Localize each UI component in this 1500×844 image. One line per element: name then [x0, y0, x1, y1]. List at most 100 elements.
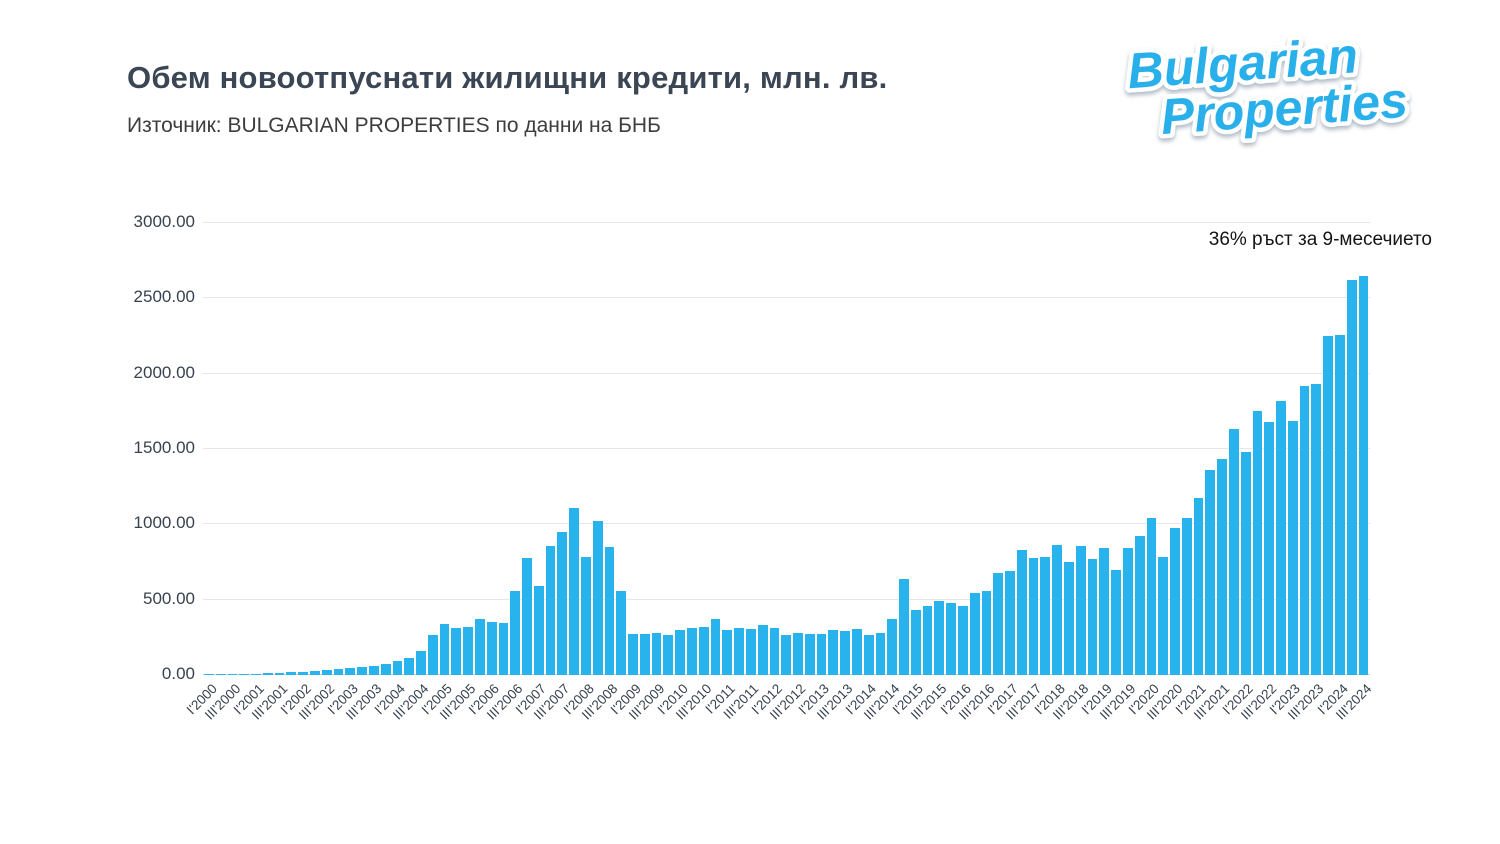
bar-slot [309, 223, 321, 675]
bar [993, 572, 1004, 675]
bar-slot [615, 223, 627, 675]
bar-slot: III'2010 [673, 223, 714, 723]
bar-slot [969, 223, 981, 675]
bar-slot [1228, 223, 1240, 675]
bar [286, 672, 297, 675]
bar-slot: I'2020 [1126, 223, 1162, 717]
bar-slot [1204, 223, 1216, 675]
bar-slot: III'2022 [1238, 223, 1280, 723]
bar [687, 628, 697, 675]
bar-slot [1063, 223, 1075, 675]
bar-slot [662, 223, 674, 675]
bar [262, 673, 273, 675]
bar-slot [992, 223, 1004, 675]
bar-slot [757, 223, 769, 675]
bar [557, 531, 568, 675]
y-tick-label: 2500.00 [133, 287, 195, 307]
bar-slot [780, 223, 792, 675]
bar-slot: III'2018 [1050, 223, 1091, 723]
bar [1134, 536, 1145, 675]
bar [1064, 562, 1074, 675]
bar-slot: I'2012 [749, 223, 785, 717]
bar [863, 635, 874, 675]
y-axis: 0.00 500.00 1000.00 1500.00 2000.00 2500.00 30… [0, 212, 195, 683]
bar [1087, 559, 1098, 675]
bar [922, 606, 933, 675]
bar [1146, 518, 1157, 675]
bar-slot [1346, 223, 1358, 675]
page-title: Обем новоотпуснати жилищни кредити, млн.… [127, 60, 888, 95]
bar-slot: III'2017 [1003, 223, 1044, 723]
bar-slot: I'2004 [372, 223, 408, 717]
bar-slot: III'2023 [1285, 223, 1327, 723]
bar [1264, 421, 1275, 675]
bar [392, 661, 403, 675]
bar [663, 635, 674, 675]
bar [1170, 528, 1180, 675]
bar [498, 623, 509, 675]
bar [769, 628, 780, 675]
bar-slot: III'2015 [908, 223, 950, 723]
bar-slot: I'2008 [560, 223, 596, 717]
bar [851, 629, 862, 675]
bar-slot: I'2019 [1079, 223, 1115, 717]
bar-slot [898, 223, 910, 675]
bar-slot [333, 223, 345, 675]
bar [604, 546, 615, 675]
bar [545, 546, 556, 675]
growth-annotation: 36% ръст за 9-месечието [1208, 229, 1432, 250]
bar-slot: I'2023 [1267, 223, 1303, 717]
bar-slot: I'2016 [937, 223, 973, 717]
bar-slot: III'2007 [531, 223, 573, 723]
bar [946, 602, 956, 675]
bar [628, 634, 638, 675]
bar-slot [1275, 223, 1287, 675]
bar [215, 674, 226, 675]
bar-slot [380, 223, 392, 675]
bar [510, 590, 521, 675]
bar-slot: III'2009 [626, 223, 667, 723]
bar-slot: III'2012 [767, 223, 809, 723]
bar [804, 633, 815, 675]
bar-slot: I'2007 [513, 223, 549, 717]
plot-area: I'2000 III'2000 I'2001 III'2001 I'2002 III'20… [183, 222, 1374, 723]
bar [1181, 518, 1192, 675]
bar [710, 618, 721, 675]
bar-slot: III'2011 [721, 223, 761, 722]
bar [828, 629, 839, 675]
bar-slot: I'2017 [984, 223, 1021, 717]
bar [451, 628, 462, 675]
bar-slot: I'2011 [702, 223, 738, 717]
y-tick-label: 2000.00 [133, 362, 195, 382]
bar-slot [1299, 223, 1311, 675]
bar-slot: I'2006 [466, 223, 502, 717]
bar-slot: I'2001 [230, 223, 267, 717]
bar [1040, 556, 1051, 675]
bar-slot: III'2019 [1097, 223, 1138, 723]
bar-slot [592, 223, 604, 675]
y-tick-label: 1500.00 [133, 438, 195, 457]
bar-slot [1016, 223, 1028, 675]
bar [934, 601, 945, 675]
bar-slot [922, 223, 934, 675]
bar-slot [710, 223, 722, 675]
bar [639, 633, 650, 675]
bar [616, 590, 627, 675]
bar [274, 672, 285, 675]
bar-slot: III'2016 [955, 223, 997, 723]
bar [958, 605, 968, 675]
bar [981, 590, 992, 675]
bar-slot: I'2003 [325, 223, 361, 717]
bar [793, 632, 803, 675]
bar [1287, 421, 1298, 675]
bar-slot [262, 223, 274, 675]
bar-slot: III'2024 [1332, 223, 1374, 723]
bar [1075, 546, 1086, 675]
bar-slot [1322, 223, 1334, 675]
bar-slot [498, 223, 510, 675]
bar-slot [474, 223, 486, 675]
bar [439, 623, 450, 675]
bar [840, 630, 850, 675]
bar [204, 674, 214, 675]
